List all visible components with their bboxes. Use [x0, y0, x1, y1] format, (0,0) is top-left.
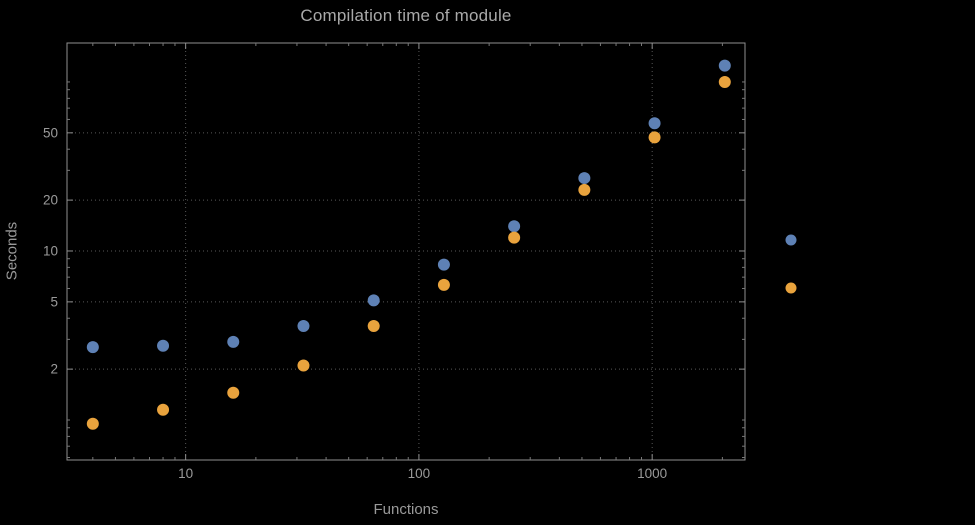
plot-frame [66, 42, 746, 461]
data-point [367, 319, 380, 332]
y-axis-label: Seconds [3, 221, 21, 281]
x-tick-label: 10 [178, 466, 193, 481]
legend-marker [785, 282, 797, 294]
data-point [227, 335, 240, 348]
data-point [648, 131, 661, 144]
data-point [86, 417, 99, 430]
data-point [508, 231, 521, 244]
x-axis-label: Functions [373, 501, 439, 518]
data-point [157, 403, 170, 416]
data-point [578, 183, 591, 196]
legend-marker [785, 234, 797, 246]
data-point [578, 172, 591, 185]
y-tick-label: 10 [43, 243, 58, 258]
data-point [297, 319, 310, 332]
data-point [437, 278, 450, 291]
x-tick-label: 100 [408, 466, 431, 481]
chart-title: Compilation time of module [300, 6, 512, 25]
data-point [86, 341, 99, 354]
data-point [508, 220, 521, 233]
data-point [297, 359, 310, 372]
data-point [718, 59, 731, 72]
y-tick-label: 20 [43, 193, 58, 208]
data-point [157, 339, 170, 352]
data-point [718, 75, 731, 88]
y-tick-label: 50 [43, 125, 58, 140]
data-point [437, 258, 450, 271]
data-point [648, 117, 661, 130]
y-tick-label: 2 [50, 362, 58, 377]
y-tick-label: 5 [50, 294, 58, 309]
data-point [367, 294, 380, 307]
x-tick-label: 1000 [637, 466, 667, 481]
data-point [227, 386, 240, 399]
